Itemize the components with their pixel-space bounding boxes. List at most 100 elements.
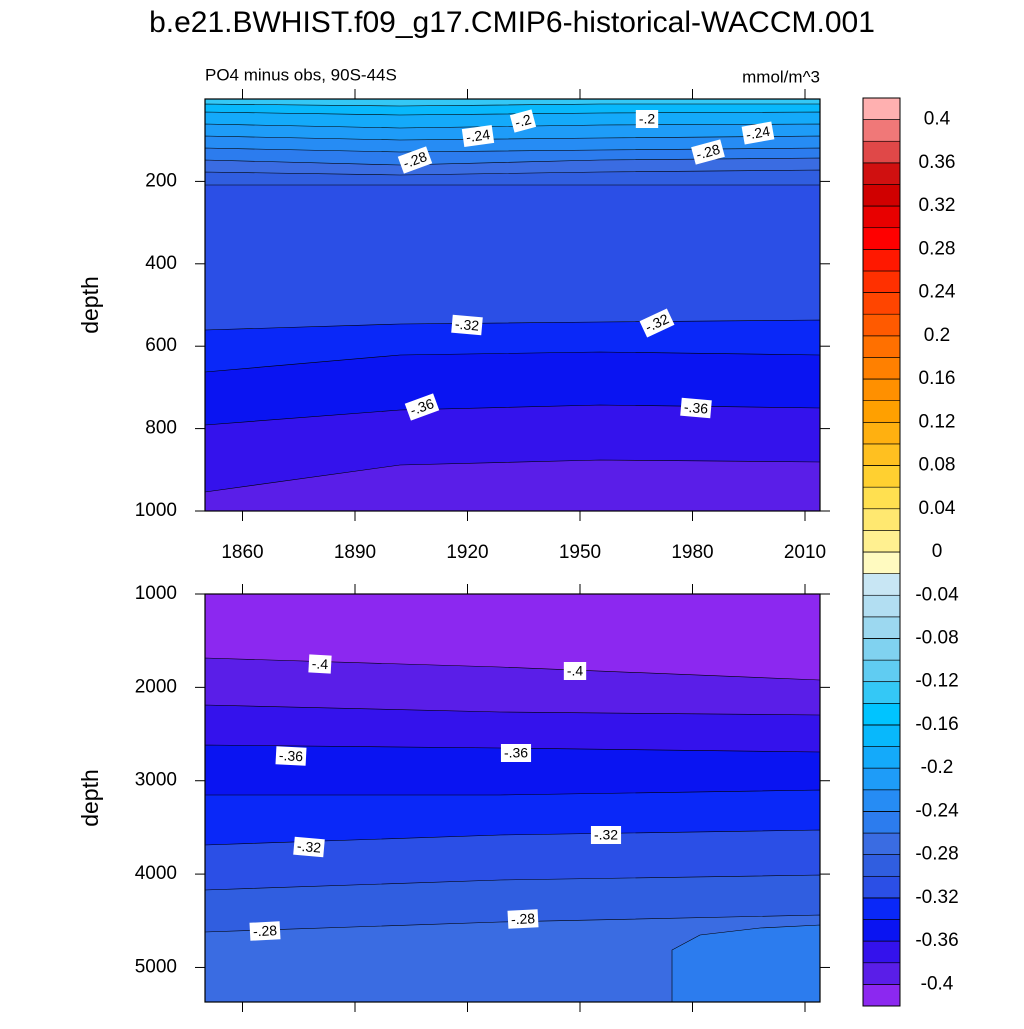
colorbar-box: [862, 465, 901, 488]
colorbar-box: [862, 249, 901, 272]
plot-frame: [204, 98, 821, 512]
colorbar-box: [862, 400, 901, 423]
contour-label: -.24: [461, 124, 495, 148]
colorbar-box: [862, 551, 901, 574]
colorbar-label: -0.28: [915, 844, 958, 865]
contour-label-bg: [275, 746, 307, 766]
colorbar-box: [862, 292, 901, 315]
contour-label-bg: [635, 110, 659, 128]
contour-band: [205, 459, 820, 511]
colorbar-box: [862, 919, 901, 942]
colorbar-label: -0.12: [915, 671, 958, 692]
colorbar-box: [862, 659, 901, 683]
contour-label-bg: [509, 109, 537, 133]
colorbar-label: 0: [932, 541, 943, 562]
contour-label-text: -.28: [694, 141, 722, 163]
contour-label-text: -.2: [513, 111, 533, 131]
colorbar-box: [862, 162, 901, 185]
contour-label-text: -.2: [639, 111, 656, 127]
contour-label-text: -.36: [279, 747, 304, 764]
contour-label-text: -.36: [504, 745, 528, 761]
colorbar-label: -0.4: [921, 973, 954, 994]
colorbar-box: [862, 962, 901, 985]
colorbar-box: [862, 638, 901, 661]
contour-label: -.36: [404, 393, 440, 421]
contour-label: -.2: [509, 109, 537, 133]
colorbar-box: [862, 378, 901, 401]
colorbar-label: -0.08: [915, 627, 958, 648]
colorbar-box: [862, 270, 901, 293]
x-tick-label: 1950: [559, 542, 601, 563]
contour-label-bg: [500, 744, 532, 762]
colorbar-box: [862, 616, 901, 639]
y-tick-label: 4000: [135, 863, 177, 884]
y-tick-label: 3000: [135, 770, 177, 791]
contour-label-bg: [451, 314, 483, 336]
colorbar-box: [862, 724, 901, 747]
colorbar-label: -0.32: [915, 887, 958, 908]
contour-label-text: -.32: [296, 838, 322, 856]
colorbar-box: [862, 832, 901, 855]
contour-label-bg: [741, 121, 775, 145]
colorbar-box: [862, 357, 901, 380]
contour-label-text: -.4: [311, 655, 328, 672]
contour-label: -.4: [308, 654, 332, 674]
y-tick-label: 1000: [135, 583, 177, 604]
colorbar-label: 0.32: [919, 195, 956, 216]
contour-label: -.32: [639, 308, 675, 338]
colorbar-box: [862, 421, 901, 445]
contour-label: -.28: [507, 909, 539, 929]
y-tick-label: 400: [145, 253, 177, 274]
colorbar-box: [862, 875, 901, 899]
colorbar-box: [862, 140, 901, 164]
contour-label-text: -.28: [401, 148, 429, 171]
contour-label-bg: [404, 393, 440, 421]
colorbar-box: [862, 335, 901, 358]
x-tick-label: 1980: [671, 542, 713, 563]
contour-label-bg: [563, 662, 587, 680]
colorbar-box: [862, 227, 901, 250]
colorbar-box: [862, 443, 901, 466]
colorbar-box: [862, 508, 901, 531]
colorbar-box: [862, 119, 901, 142]
colorbar-box: [862, 573, 901, 596]
x-tick-label: 1860: [221, 542, 263, 563]
colorbar-label: 0.2: [924, 325, 950, 346]
contour-band: [671, 924, 820, 1002]
colorbar-box: [862, 97, 901, 120]
x-tick-label: 1920: [446, 542, 488, 563]
contour-label-bg: [249, 921, 281, 941]
subtitle-right: mmol/m^3: [742, 67, 820, 86]
contour-label-text: -.28: [511, 910, 536, 927]
colorbar-label: -0.04: [915, 584, 959, 605]
colorbar-box: [862, 811, 901, 834]
contour-label-bg: [590, 826, 622, 844]
contour-label-text: -.32: [594, 827, 618, 843]
contour-label-bg: [639, 308, 675, 338]
colorbar-box: [862, 530, 901, 553]
contour-label: -.4: [563, 662, 587, 680]
contour-band: [205, 914, 820, 1002]
contour-label: -.36: [680, 397, 712, 419]
contour-label-text: -.4: [567, 663, 584, 679]
contour-label-text: -.32: [454, 316, 480, 334]
plot-area: [205, 594, 820, 1002]
contour-label-text: -.36: [408, 395, 436, 418]
colorbar-label: 0.36: [919, 152, 956, 173]
colorbar-box: [862, 789, 901, 812]
colorbar-box: [862, 984, 901, 1007]
subtitle-left: PO4 minus obs, 90S-44S: [205, 65, 397, 84]
contour-label: -.28: [691, 139, 725, 165]
contour-label-bg: [293, 836, 325, 858]
x-tick-label: 1890: [334, 542, 376, 563]
y-tick-label: 5000: [135, 956, 177, 977]
contour-label: -.36: [275, 746, 307, 766]
colorbar-label: -0.16: [915, 714, 958, 735]
plot-area: [205, 99, 820, 511]
colorbar-box: [862, 703, 901, 726]
plot-frame: [204, 593, 821, 1003]
y-tick-label: 600: [145, 335, 177, 356]
colorbar-label: -0.36: [915, 930, 958, 951]
